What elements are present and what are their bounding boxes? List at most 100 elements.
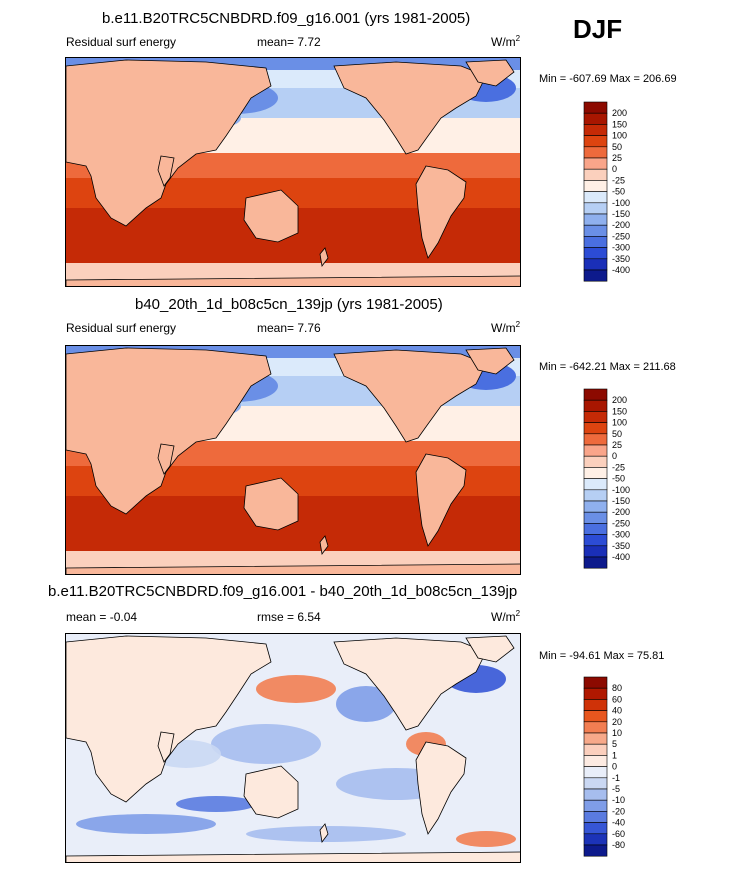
colorbar-swatch xyxy=(583,523,608,535)
colorbar-label: 60 xyxy=(612,694,622,704)
continent-outline xyxy=(319,247,329,267)
colorbar-swatch xyxy=(583,399,608,412)
colorbar-swatch xyxy=(583,699,608,711)
colorbar-label: -250 xyxy=(612,231,630,241)
colorbar-swatch xyxy=(583,258,608,271)
panel-2-units-sup: 2 xyxy=(515,320,521,329)
colorbar-swatch xyxy=(583,168,608,181)
panel-1-units: W/m2 xyxy=(491,34,520,49)
panel-2-variable-label: Residual surf energy xyxy=(66,321,177,335)
antarctica-outline xyxy=(66,563,520,574)
colorbar-swatch xyxy=(583,833,608,846)
panel-2-units-text: W/m xyxy=(491,321,516,335)
panel-3-rmse: rmse = 6.54 xyxy=(257,610,321,624)
colorbar-label: 25 xyxy=(612,440,622,450)
continent-outline xyxy=(333,637,487,731)
colorbar-label: 1 xyxy=(612,750,617,760)
antarctica-outline xyxy=(66,275,520,286)
colorbar-swatch xyxy=(583,822,608,835)
panel-2-mean: mean= 7.76 xyxy=(257,321,321,335)
map-field xyxy=(66,346,520,574)
colorbar-swatch xyxy=(583,844,608,857)
colorbar-label: 10 xyxy=(612,728,622,738)
colorbar-label: 40 xyxy=(612,706,622,716)
colorbar-swatch xyxy=(583,433,608,446)
colorbar-swatch xyxy=(583,124,608,136)
colorbar-label: -200 xyxy=(612,220,630,230)
panel-2-units: W/m2 xyxy=(491,320,520,335)
colorbar-swatch xyxy=(583,202,608,215)
panel-1-mean: mean= 7.72 xyxy=(257,35,321,49)
field-anomaly xyxy=(176,796,256,812)
colorbar-label: -350 xyxy=(612,254,630,264)
colorbar-label: 25 xyxy=(612,153,622,163)
colorbar-label: 0 xyxy=(612,762,617,772)
panel-3-mean: mean = -0.04 xyxy=(66,610,138,624)
colorbar-swatch xyxy=(583,489,608,502)
colorbar-label: 200 xyxy=(612,108,627,118)
field-anomaly xyxy=(336,686,396,722)
colorbar-label: 150 xyxy=(612,119,627,129)
colorbar-swatch xyxy=(583,444,608,457)
colorbar-label: -100 xyxy=(612,198,630,208)
panel-1-colorbar: 200 150 100 50 25 0 -25 -50 -100 -150 -200 -250 -300… xyxy=(583,101,664,283)
continent-outline xyxy=(157,155,175,187)
colorbar-label: -25 xyxy=(612,462,625,472)
panel-3-units-text: W/m xyxy=(491,610,516,624)
colorbar-swatch xyxy=(583,478,608,491)
colorbar-swatch xyxy=(583,247,608,260)
continent-outline xyxy=(415,741,467,835)
colorbar-swatch xyxy=(583,388,608,401)
colorbar-swatch xyxy=(583,766,608,779)
panel-2-title: b40_20th_1d_b08c5cn_139jp (yrs 1981-2005… xyxy=(135,296,443,313)
colorbar-label: -40 xyxy=(612,818,625,828)
colorbar-label: -250 xyxy=(612,518,630,528)
colorbar-swatch xyxy=(583,788,608,801)
continent-outline xyxy=(319,535,329,555)
continent-outline xyxy=(319,823,329,843)
continent-outline xyxy=(465,59,515,87)
field-anomaly xyxy=(211,724,321,764)
panel-3-colorbar: 80 60 40 20 10 5 1 0 -1 -5 -10 -20 -40 -60 -80 xyxy=(583,676,664,858)
colorbar-label: -60 xyxy=(612,829,625,839)
panel-3-units: W/m2 xyxy=(491,609,520,624)
colorbar-label: -300 xyxy=(612,243,630,253)
colorbar-label: 80 xyxy=(612,683,622,693)
continent-outline xyxy=(465,347,515,375)
colorbar-swatch xyxy=(583,180,608,192)
colorbar-label: -300 xyxy=(612,530,630,540)
colorbar-label: -50 xyxy=(612,474,625,484)
colorbar-swatch xyxy=(583,743,608,756)
colorbar-swatch xyxy=(583,545,608,558)
map-field xyxy=(66,634,520,862)
colorbar-label: -5 xyxy=(612,784,620,794)
colorbar-swatch xyxy=(583,732,608,745)
colorbar-swatch xyxy=(583,511,608,524)
colorbar-label: 0 xyxy=(612,164,617,174)
panel-3-minmax: Min = -94.61 Max = 75.81 xyxy=(539,650,665,662)
colorbar-swatch xyxy=(583,213,608,226)
continent-outline xyxy=(415,165,467,259)
continent-outline xyxy=(243,189,299,243)
colorbar-swatch xyxy=(583,721,608,734)
colorbar-label: -1 xyxy=(612,773,620,783)
colorbar-label: -50 xyxy=(612,187,625,197)
colorbar-swatch xyxy=(583,777,608,790)
continent-outline xyxy=(333,349,487,443)
continent-outline xyxy=(66,635,272,803)
colorbar-swatch xyxy=(583,157,608,170)
colorbar-swatch xyxy=(583,236,608,248)
continent-outline xyxy=(465,635,515,663)
continent-outline xyxy=(157,443,175,475)
panel-2-minmax: Min = -642.21 Max = 211.68 xyxy=(539,361,676,373)
colorbar-label: 100 xyxy=(612,418,627,428)
colorbar-swatch xyxy=(583,101,608,114)
colorbar-swatch xyxy=(583,687,608,700)
colorbar-swatch xyxy=(583,811,608,823)
colorbar-swatch xyxy=(583,799,608,812)
colorbar-label: 100 xyxy=(612,131,627,141)
colorbar-label: 0 xyxy=(612,451,617,461)
colorbar-label: -25 xyxy=(612,175,625,185)
